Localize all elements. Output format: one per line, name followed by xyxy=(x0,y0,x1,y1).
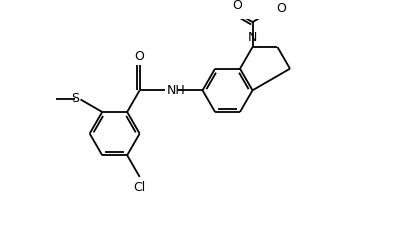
Text: O: O xyxy=(276,2,286,15)
Text: O: O xyxy=(135,50,145,62)
Text: O: O xyxy=(233,0,243,12)
Text: Cl: Cl xyxy=(134,181,146,195)
Text: NH: NH xyxy=(167,84,185,97)
Text: S: S xyxy=(71,92,79,105)
Text: N: N xyxy=(248,31,257,44)
